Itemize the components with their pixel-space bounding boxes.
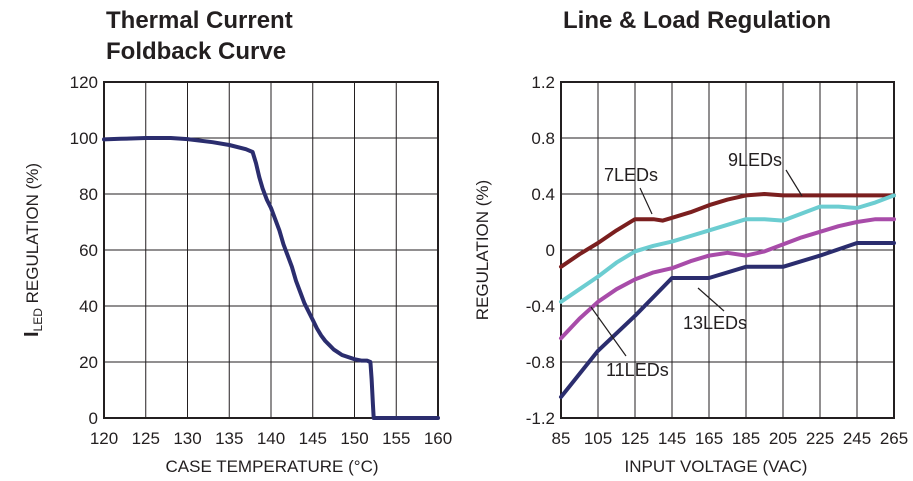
- annotation-13leds: 13LEDs: [683, 287, 747, 333]
- annotation-13leds-leader: [697, 287, 725, 312]
- regulation-plot-frame: [560, 81, 895, 419]
- thermal-y-tick-label: 20: [79, 353, 98, 372]
- regulation-y-tick-label: -1.2: [526, 409, 555, 428]
- regulation-x-tick-label: 165: [695, 429, 723, 448]
- annotation-9leds-label: 9LEDs: [728, 150, 782, 170]
- thermal-y-tick-label: 80: [79, 185, 98, 204]
- regulation-x-tick-label: 225: [806, 429, 834, 448]
- thermal-y-tick-label: 60: [79, 241, 98, 260]
- regulation-y-tick-label: -0.8: [526, 353, 555, 372]
- thermal-y-tick-label: 120: [70, 73, 98, 92]
- annotation-13leds-label: 13LEDs: [683, 313, 747, 333]
- thermal-plot-area: 120 125 130 135 140 145 150 155 160 0 20 40 60 80 100 1…: [70, 73, 453, 448]
- regulation-y-tick-label: 0.4: [531, 185, 555, 204]
- thermal-chart-title-line1: Thermal Current: [106, 7, 293, 34]
- regulation-x-tick-label: 245: [843, 429, 871, 448]
- thermal-x-tick-label: 125: [132, 429, 160, 448]
- annotation-9leds-leader: [785, 169, 803, 197]
- regulation-y-tick-label: 0.8: [531, 129, 555, 148]
- annotation-11leds-leader: [590, 306, 627, 357]
- thermal-y-tick-label: 100: [70, 129, 98, 148]
- regulation-x-tick-label: 85: [552, 429, 571, 448]
- regulation-chart-title: Line & Load Regulation: [563, 7, 831, 34]
- regulation-x-tick-label: 105: [584, 429, 612, 448]
- thermal-y-tick-label: 40: [79, 297, 98, 316]
- regulation-x-tick-label: 185: [732, 429, 760, 448]
- thermal-plot-frame: [103, 81, 439, 419]
- thermal-x-tick-label: 145: [299, 429, 327, 448]
- regulation-x-tick-label: 145: [658, 429, 686, 448]
- regulation-plot-area: 85 105 125 145 165 185 205 225 245 265 -1.2 -0.8 -0.…: [526, 73, 908, 448]
- regulation-x-tick-label: 265: [880, 429, 908, 448]
- thermal-x-tick-label: 155: [382, 429, 410, 448]
- regulation-series-11leds-line: [559, 241, 896, 399]
- thermal-x-tick-label: 140: [257, 429, 285, 448]
- annotation-9leds: 9LEDs: [728, 150, 803, 197]
- regulation-y-tick-label: 1.2: [531, 73, 555, 92]
- annotation-7leds: 7LEDs: [604, 165, 658, 215]
- thermal-y-axis-label-rest: REGULATION (%): [23, 163, 42, 308]
- annotation-11leds: 11LEDs: [590, 306, 669, 380]
- regulation-x-tick-label: 125: [621, 429, 649, 448]
- regulation-y-tick-label: -0.4: [526, 297, 555, 316]
- regulation-x-tick-label: 205: [769, 429, 797, 448]
- regulation-series-13leds-line: [559, 217, 896, 341]
- thermal-x-tick-label: 130: [173, 429, 201, 448]
- thermal-x-tick-label: 120: [90, 429, 118, 448]
- thermal-chart-title-line2: Foldback Curve: [106, 38, 286, 65]
- annotation-11leds-label: 11LEDs: [606, 360, 669, 380]
- regulation-series-9leds-line: [559, 193, 896, 304]
- thermal-series-curve-line: [102, 136, 440, 420]
- thermal-y-tick-label: 0: [89, 409, 98, 428]
- regulation-series-7leds-line: [559, 192, 896, 269]
- regulation-y-tick-label: 0: [546, 241, 555, 260]
- thermal-x-axis-label: CASE TEMPERATURE (°C): [165, 457, 378, 476]
- thermal-y-axis-label-main: I: [21, 331, 43, 337]
- thermal-y-axis-label: ILED REGULATION (%): [21, 163, 45, 337]
- regulation-x-axis-label: INPUT VOLTAGE (VAC): [625, 457, 808, 476]
- regulation-y-axis-label: REGULATION (%): [473, 180, 492, 320]
- thermal-x-tick-label: 160: [424, 429, 452, 448]
- thermal-x-tick-label: 150: [340, 429, 368, 448]
- annotation-7leds-label: 7LEDs: [604, 165, 658, 185]
- thermal-x-tick-label: 135: [215, 429, 243, 448]
- thermal-y-axis-label-sub: LED: [31, 308, 45, 332]
- annotation-7leds-leader: [639, 187, 653, 215]
